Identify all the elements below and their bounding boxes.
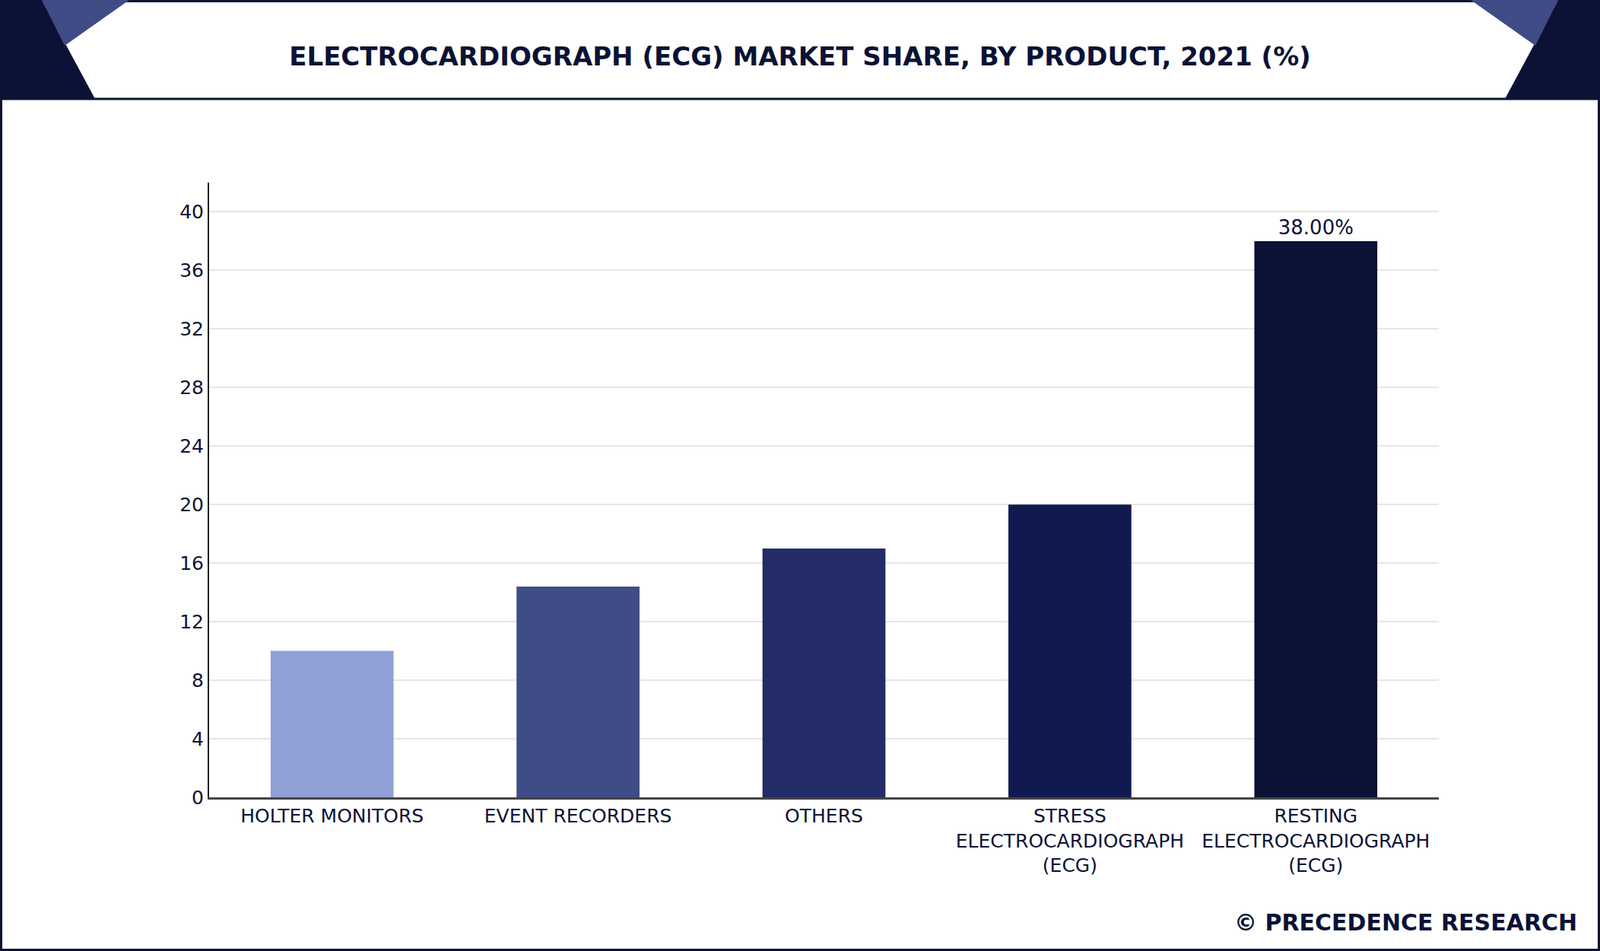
svg-text:4: 4 (191, 727, 204, 750)
svg-text:HOLTER MONITORS: HOLTER MONITORS (240, 804, 424, 827)
svg-text:24: 24 (179, 434, 204, 458)
svg-text:OTHERS: OTHERS (784, 804, 864, 827)
svg-text:8: 8 (191, 669, 204, 692)
svg-text:16: 16 (179, 552, 204, 575)
svg-text:20: 20 (179, 493, 204, 516)
svg-text:36: 36 (179, 259, 204, 282)
svg-text:38.00%: 38.00% (1278, 215, 1354, 239)
svg-text:STRESSELECTROCARDIOGRAPH(ECG): STRESSELECTROCARDIOGRAPH(ECG) (955, 804, 1185, 877)
svg-text:32: 32 (179, 317, 204, 340)
svg-text:© PRECEDENCE RESEARCH: © PRECEDENCE RESEARCH (1234, 908, 1578, 936)
svg-text:40: 40 (179, 200, 204, 223)
svg-text:ELECTROCARDIOGRAPH (ECG) MARKE: ELECTROCARDIOGRAPH (ECG) MARKET SHARE, B… (288, 41, 1312, 72)
svg-text:28: 28 (179, 376, 204, 399)
svg-text:12: 12 (179, 610, 204, 633)
svg-text:EVENT RECORDERS: EVENT RECORDERS (484, 804, 673, 827)
svg-text:0: 0 (191, 786, 204, 809)
svg-text:RESTINGELECTROCARDIOGRAPH(ECG): RESTINGELECTROCARDIOGRAPH(ECG) (1201, 804, 1430, 877)
